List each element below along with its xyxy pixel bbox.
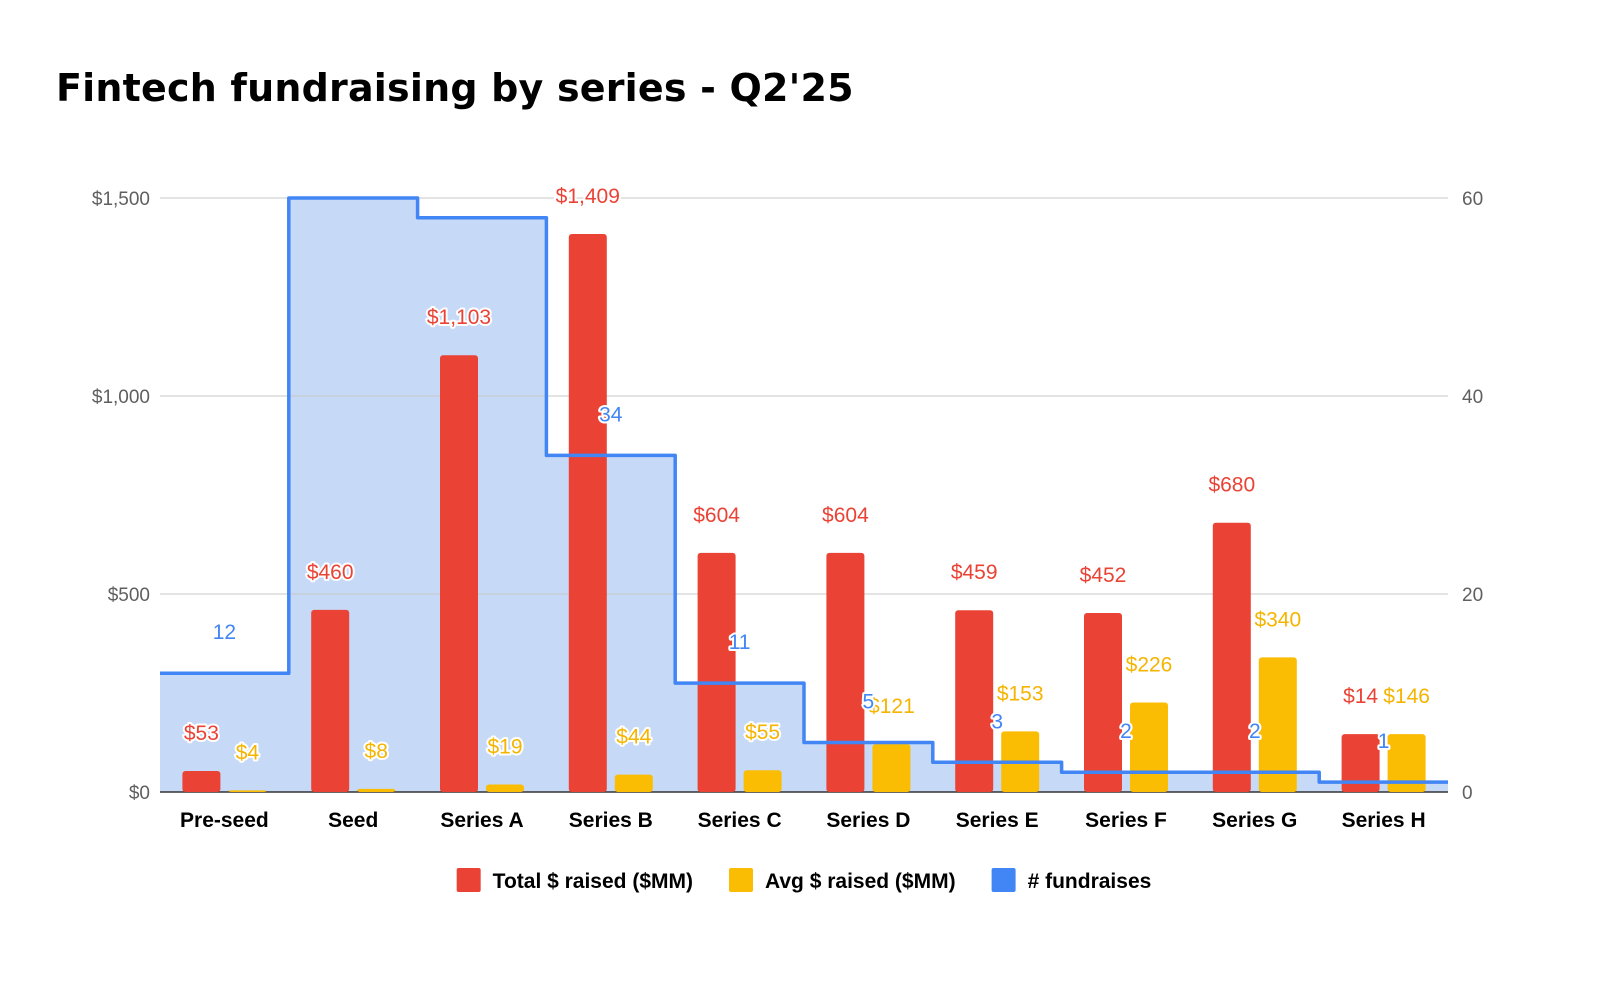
category-label-series-e: Series E xyxy=(956,809,1039,832)
legend[interactable]: Total $ raised ($MM) Avg $ raised ($MM) # … xyxy=(456,868,1152,893)
category-label-series-c: Series C xyxy=(698,809,782,832)
bar-avg-series-b xyxy=(614,774,653,792)
bar-avg-pre-seed xyxy=(228,790,267,792)
bar-total-series-c xyxy=(697,552,736,792)
bar-avg-seed xyxy=(357,788,396,792)
axes-layer: $0 $500 $1,000 $1,500 0 20 40 60 Pre-seed Seed Ser… xyxy=(92,189,1483,832)
bar-avg-series-d xyxy=(872,744,911,792)
data-label-total-series-e: $459 xyxy=(951,561,998,584)
data-label-avg-series-d: $121 xyxy=(868,695,915,718)
category-label-seed: Seed xyxy=(328,809,378,832)
bar-total-series-g xyxy=(1212,522,1251,792)
data-label-total-series-g: $680 xyxy=(1208,474,1255,497)
data-label-total-series-f: $452 xyxy=(1080,564,1127,587)
data-label-total-series-a: $1,103 xyxy=(427,306,491,329)
data-label-fundraises-series-h: 1 xyxy=(1378,730,1390,753)
legend-item-fundraises[interactable]: # fundraises xyxy=(991,868,1152,893)
legend-swatch xyxy=(728,868,753,892)
category-label-series-a: Series A xyxy=(440,809,523,832)
bar-total-seed xyxy=(311,609,350,792)
data-label-avg-series-c: $55 xyxy=(745,721,780,744)
data-label-avg-series-b: $44 xyxy=(616,726,651,749)
step-area-layer xyxy=(160,198,1448,792)
legend-swatch xyxy=(456,868,481,892)
data-label-avg-series-h: $146 xyxy=(1383,685,1430,708)
fundraises-step-line xyxy=(160,196,1448,784)
category-label-series-g: Series G xyxy=(1212,809,1297,832)
data-label-fundraises-series-b: 34 xyxy=(599,403,623,426)
data-label-total-series-h: $14 xyxy=(1343,685,1378,708)
bar-total-series-e xyxy=(955,610,994,792)
right-axis-tick-label: 20 xyxy=(1462,585,1483,606)
category-label-pre-seed: Pre-seed xyxy=(180,809,269,832)
left-axis-tick-label: $0 xyxy=(129,783,150,804)
bar-avg-series-a xyxy=(486,784,524,792)
step-line-layer xyxy=(160,196,1448,784)
data-label-avg-series-g: $340 xyxy=(1254,608,1301,631)
data-label-fundraises-series-d: 5 xyxy=(863,691,875,714)
bar-total-series-d xyxy=(826,552,865,792)
data-label-fundraises-series-f: 2 xyxy=(1120,720,1132,743)
data-label-fundraises-series-g: 2 xyxy=(1249,720,1261,743)
data-label-fundraises-pre-seed: 12 xyxy=(213,621,236,644)
data-label-avg-pre-seed: $4 xyxy=(236,741,260,764)
right-axis-tick-label: 0 xyxy=(1462,783,1473,804)
data-label-fundraises-series-c: 11 xyxy=(729,631,751,654)
left-axis-tick-label: $500 xyxy=(108,585,150,606)
bar-total-series-f xyxy=(1084,613,1122,792)
data-label-total-pre-seed: $53 xyxy=(184,722,219,745)
data-label-fundraises-series-e: 3 xyxy=(991,710,1003,733)
legend-swatch xyxy=(991,868,1016,892)
category-label-series-f: Series F xyxy=(1085,809,1167,832)
data-label-total-series-c: $604 xyxy=(693,504,740,527)
bar-total-pre-seed xyxy=(182,771,221,792)
category-label-series-h: Series H xyxy=(1342,809,1426,832)
data-label-avg-series-f: $226 xyxy=(1126,654,1173,677)
fundraises-area xyxy=(160,198,1448,792)
bar-total-series-h xyxy=(1341,734,1380,792)
right-axis-tick-label: 60 xyxy=(1462,189,1483,210)
left-axis-tick-label: $1,500 xyxy=(92,189,150,210)
left-axis-tick-label: $1,000 xyxy=(92,387,150,408)
data-label-avg-series-e: $153 xyxy=(997,682,1044,705)
bar-avg-series-c xyxy=(743,770,782,792)
data-labels-layer: $53$412$460$8$1,103$19$1,409$4434$604$55… xyxy=(182,183,1432,766)
bar-avg-series-g xyxy=(1258,657,1297,792)
legend-label: # fundraises xyxy=(1028,870,1152,893)
category-label-series-b: Series B xyxy=(569,809,653,832)
category-label-series-d: Series D xyxy=(826,809,910,832)
bar-avg-series-f xyxy=(1130,702,1168,792)
bars-layer xyxy=(182,234,1426,792)
legend-label: Avg $ raised ($MM) xyxy=(765,870,956,893)
data-label-avg-series-a: $19 xyxy=(487,735,522,758)
bar-avg-series-h xyxy=(1387,734,1426,792)
chart-title: Fintech fundraising by series - Q2'25 xyxy=(56,66,854,110)
legend-label: Total $ raised ($MM) xyxy=(493,870,693,893)
right-axis-tick-label: 40 xyxy=(1462,387,1483,408)
bar-total-series-a xyxy=(440,355,478,792)
data-label-avg-seed: $8 xyxy=(365,740,388,763)
data-label-total-series-b: $1,409 xyxy=(556,185,620,208)
legend-item-avg-raised-mm[interactable]: Avg $ raised ($MM) xyxy=(728,868,956,893)
data-label-total-seed: $460 xyxy=(307,561,354,584)
data-label-total-series-d: $604 xyxy=(822,504,869,527)
bar-total-series-b xyxy=(568,234,607,792)
legend-item-total-raised-mm[interactable]: Total $ raised ($MM) xyxy=(456,868,693,893)
